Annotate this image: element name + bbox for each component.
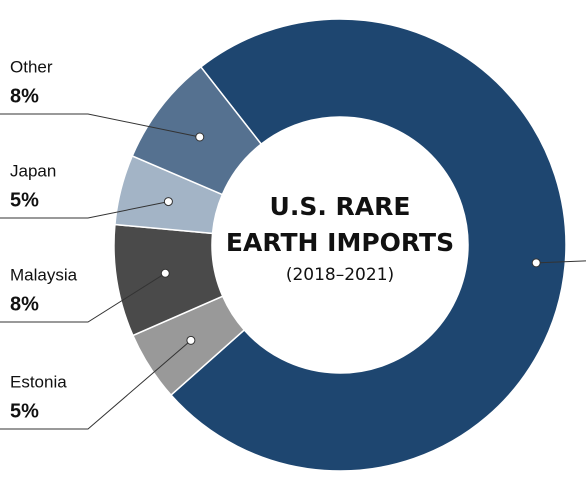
leader-dot [531, 258, 541, 268]
chart-title: EARTH IMPORTS [226, 228, 454, 257]
leader-dot [186, 335, 196, 345]
leader-line [0, 272, 166, 323]
labels: Estonia 5% Malaysia 8% Japan 5% Other 8% [0, 57, 586, 430]
value-label: 5% [10, 189, 39, 211]
category-label: Malaysia [10, 265, 78, 284]
category-label: Estonia [10, 372, 67, 391]
leader-dot [163, 197, 173, 207]
category-label: Japan [10, 161, 56, 180]
value-label: 5% [10, 400, 39, 422]
leader-line [536, 260, 586, 264]
category-label: Other [10, 57, 53, 76]
leader-line [0, 113, 200, 138]
donut-slice [169, 18, 567, 472]
leader-dot [160, 268, 170, 278]
value-label: 8% [10, 293, 39, 315]
value-label: 8% [10, 85, 39, 107]
chart-subtitle: (2018–2021) [286, 265, 394, 285]
donut-slice [131, 65, 263, 196]
donut [113, 18, 567, 472]
leader-line [0, 201, 169, 219]
leader-dot [195, 132, 205, 142]
chart-title: U.S. RARE [270, 192, 411, 221]
leader-line [0, 339, 192, 430]
